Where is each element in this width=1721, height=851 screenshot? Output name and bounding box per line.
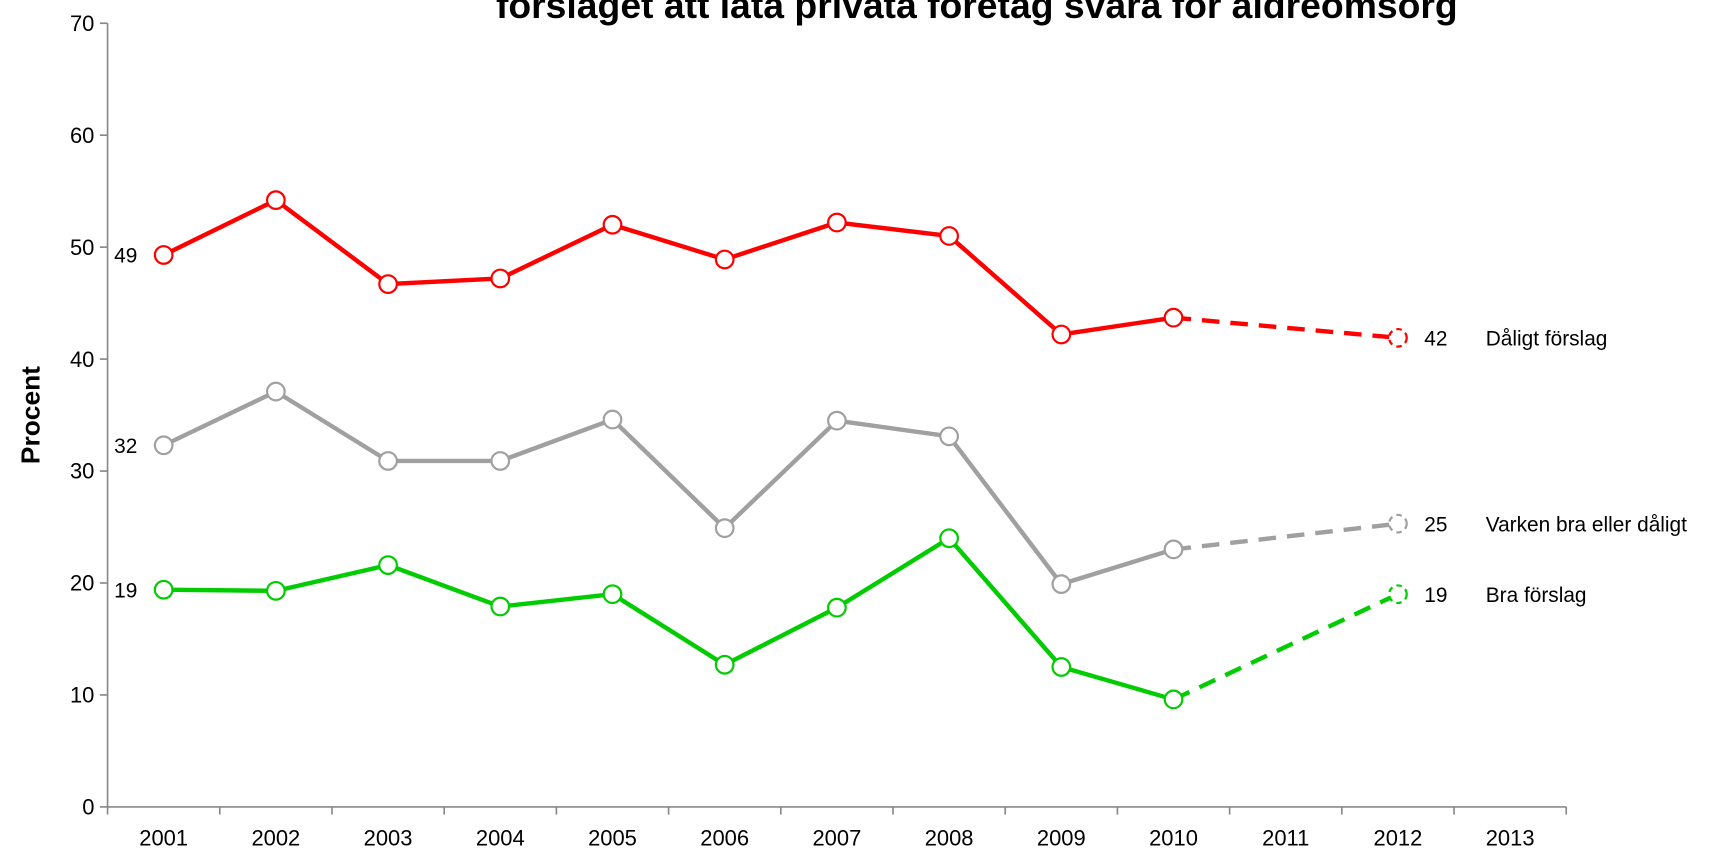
data-label: 19 — [114, 579, 137, 602]
x-tick-label: 2001 — [139, 825, 188, 850]
y-tick-label: 20 — [70, 571, 94, 596]
series-marker — [1163, 689, 1184, 710]
y-tick-label: 10 — [70, 683, 94, 708]
data-label: 25 — [1424, 513, 1447, 536]
series-marker — [939, 226, 959, 246]
series-line-dashed — [1172, 592, 1399, 702]
y-tick-label: 40 — [70, 347, 94, 372]
legend-label: Dåligt förslag — [1486, 328, 1608, 351]
series-marker — [1051, 574, 1072, 594]
series-line — [162, 389, 1175, 587]
series-marker — [490, 451, 511, 471]
y-axis-label: Procent — [16, 366, 46, 464]
series-marker — [1388, 584, 1408, 605]
series-marker — [602, 214, 623, 235]
series-marker — [714, 654, 735, 675]
series-marker — [1388, 513, 1408, 534]
data-label: 19 — [1424, 584, 1447, 607]
series-marker — [827, 410, 847, 431]
data-label: 32 — [114, 435, 137, 458]
data-label: 42 — [1424, 328, 1447, 351]
series-line-dashed — [1173, 315, 1399, 341]
y-tick-label: 50 — [70, 235, 94, 260]
x-tick-label: 2012 — [1374, 825, 1423, 850]
x-tick-label: 2005 — [588, 825, 637, 850]
x-tick-label: 2009 — [1037, 825, 1086, 850]
x-tick-label: 2008 — [925, 825, 974, 850]
x-tick-label: 2011 — [1262, 825, 1309, 850]
y-tick-label: 60 — [70, 123, 94, 148]
series-marker — [714, 518, 735, 539]
series-marker — [1051, 657, 1072, 677]
series-marker — [265, 381, 286, 402]
data-label: 49 — [114, 245, 137, 268]
series-line — [163, 536, 1175, 702]
series-marker — [602, 409, 623, 430]
series-marker — [1163, 307, 1184, 328]
series-marker — [153, 435, 174, 456]
x-tick-label: 2002 — [251, 825, 300, 850]
series-marker — [714, 249, 735, 270]
series-marker — [153, 579, 174, 600]
x-tick-label: 2013 — [1486, 825, 1535, 850]
series-line-dashed — [1173, 521, 1399, 552]
x-tick-label: 2006 — [700, 825, 749, 850]
series-marker — [378, 274, 398, 294]
series-marker — [827, 597, 847, 618]
series-marker — [378, 555, 398, 575]
legend-label: Varken bra eller dåligt — [1486, 513, 1687, 536]
x-tick-label: 2010 — [1149, 825, 1198, 850]
series-marker — [1388, 327, 1408, 348]
series-marker — [1051, 324, 1072, 345]
series-marker — [378, 451, 398, 471]
x-tick-label: 2003 — [364, 825, 413, 850]
series-marker — [153, 245, 174, 265]
x-tick-label: 2007 — [812, 825, 861, 850]
legend-label: Bra förslag — [1486, 584, 1587, 607]
x-tick-label: 2004 — [476, 825, 525, 850]
y-tick-label: 70 — [70, 11, 94, 36]
series-marker — [1163, 539, 1184, 560]
series-line — [162, 197, 1174, 337]
series-marker — [490, 268, 511, 289]
series-marker — [265, 580, 286, 601]
series-marker — [827, 212, 847, 233]
series-marker — [602, 584, 623, 605]
y-tick-label: 30 — [70, 459, 94, 484]
chart-title: förslaget att låta privata företag svara… — [496, 0, 1458, 26]
series-marker — [265, 190, 286, 211]
y-tick-label: 0 — [82, 795, 94, 820]
series-marker — [490, 596, 511, 617]
series-marker — [939, 426, 959, 447]
series-marker — [939, 528, 959, 549]
